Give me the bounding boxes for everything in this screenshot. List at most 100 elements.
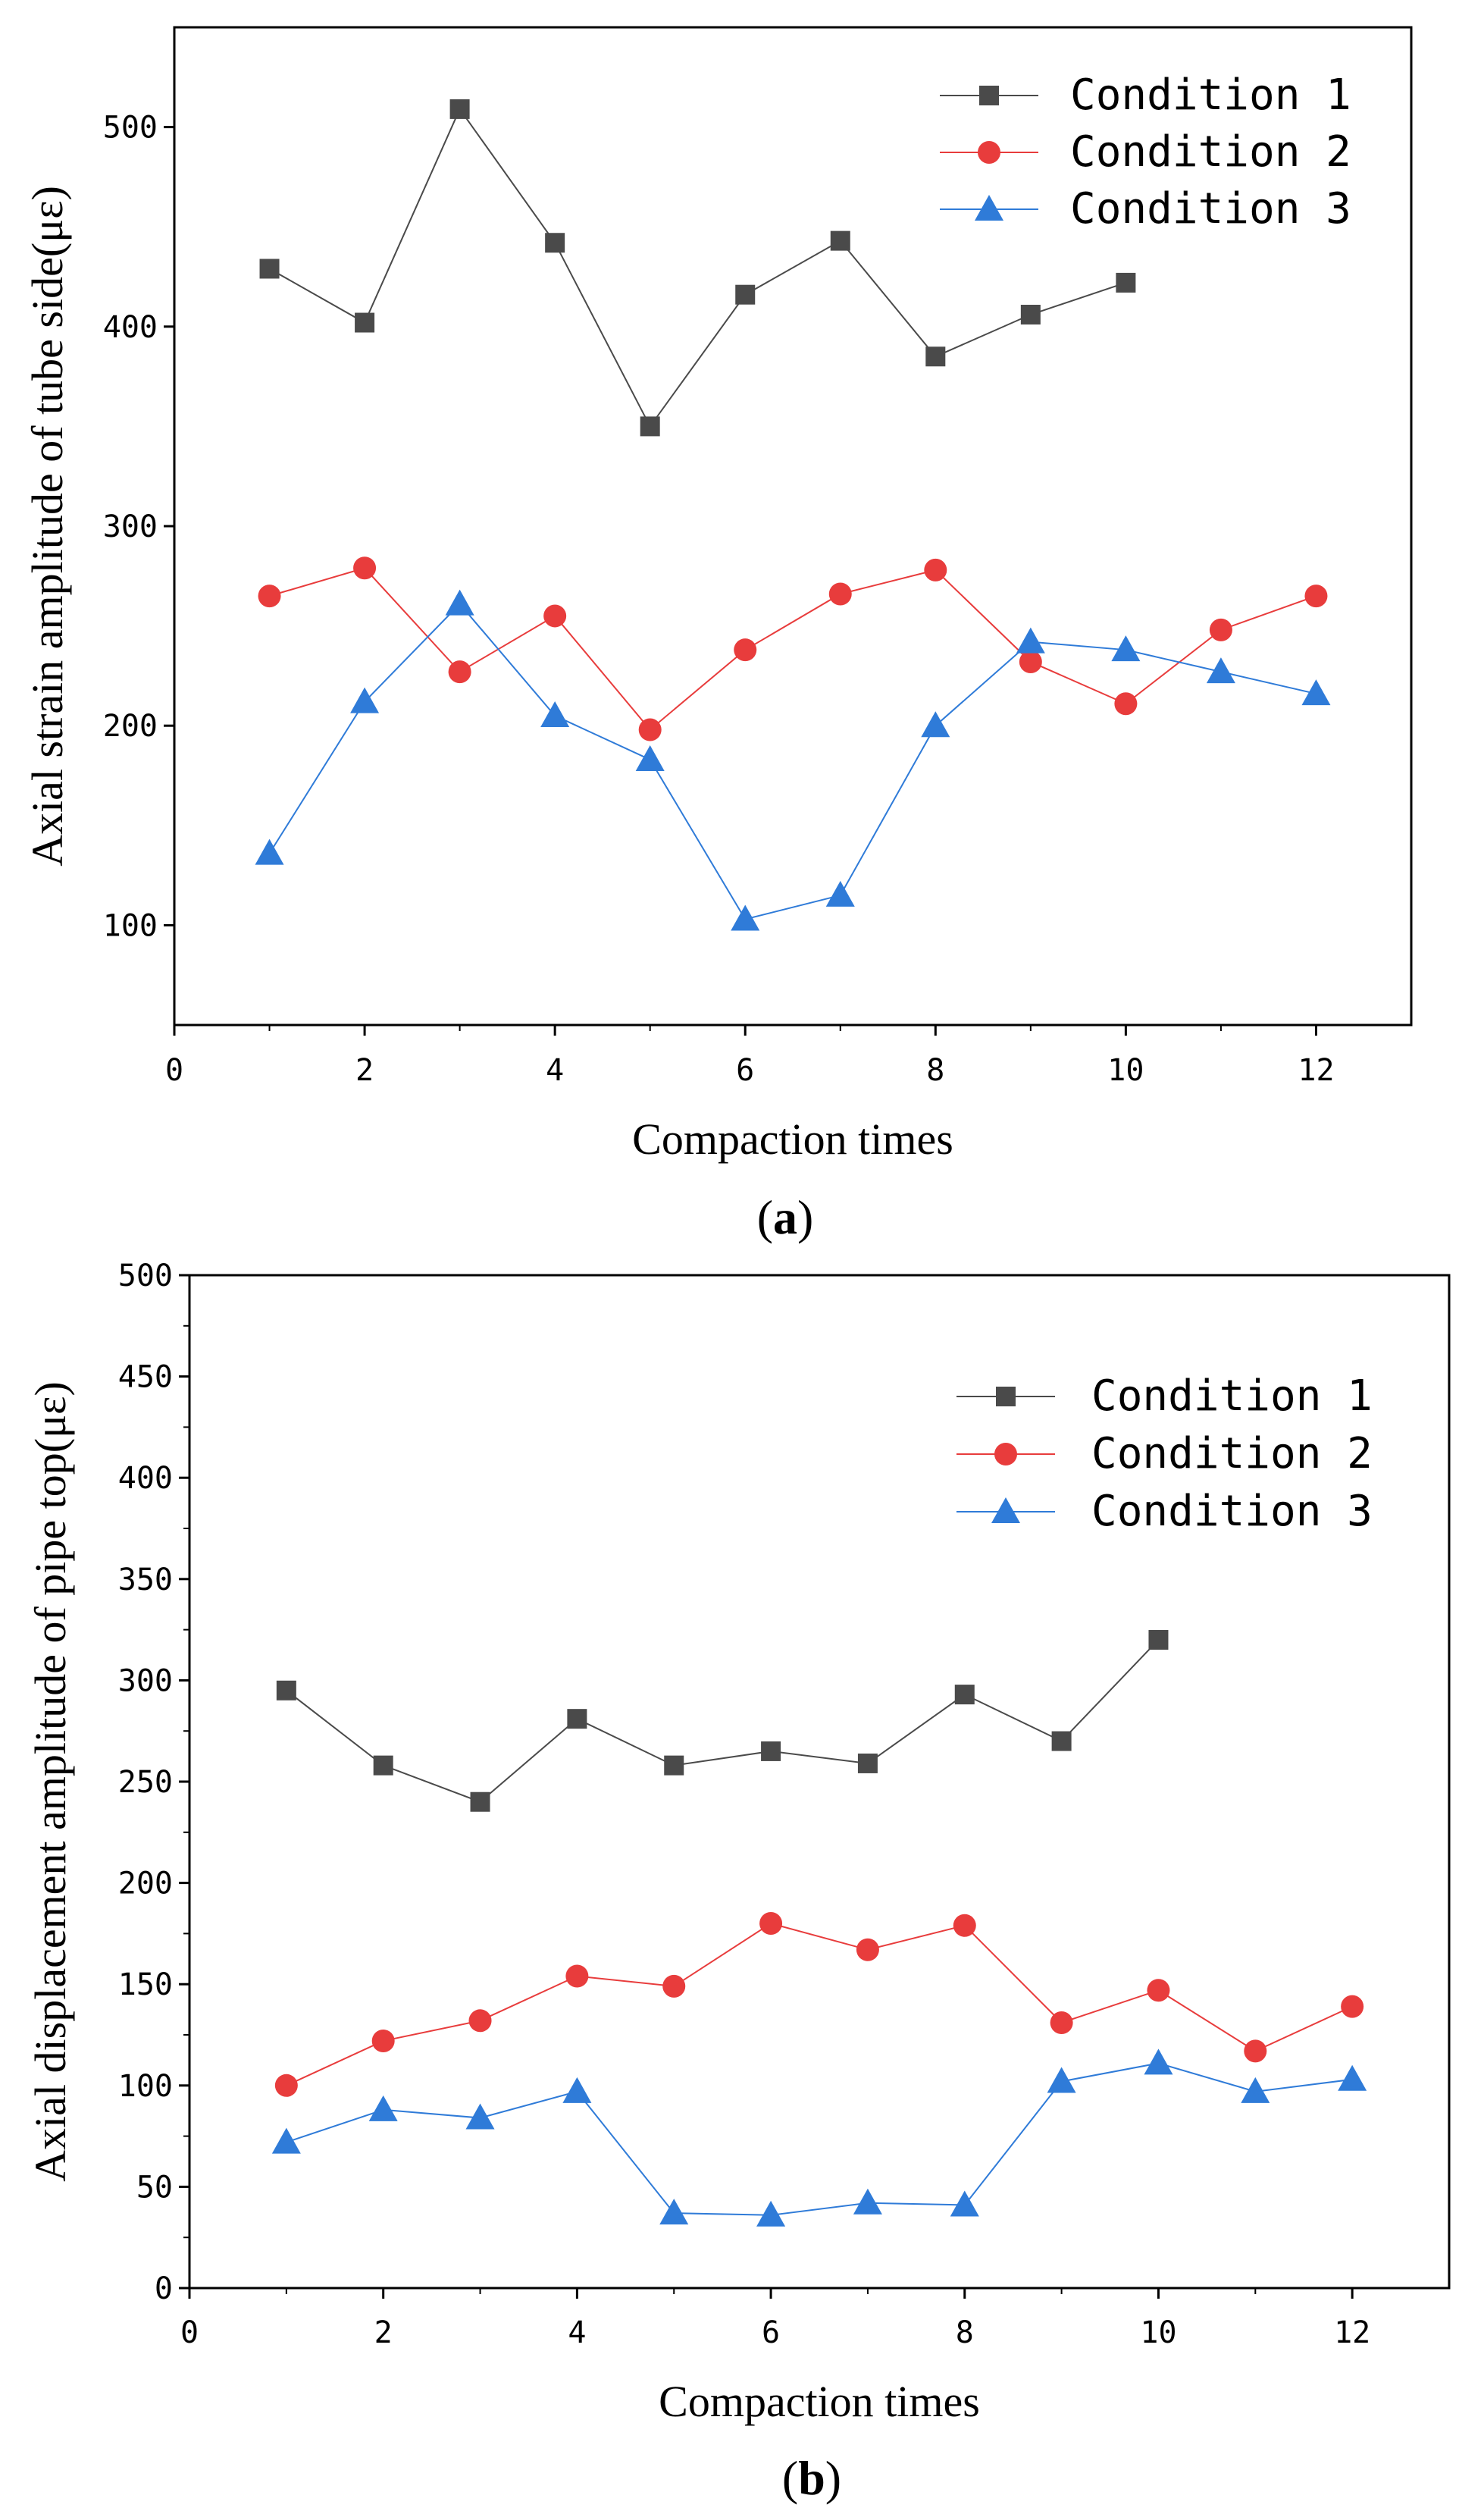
data-point	[258, 585, 281, 608]
data-point	[1147, 1979, 1170, 2002]
x-tick-label: 6	[736, 1053, 754, 1088]
y-tick-label: 400	[103, 310, 158, 345]
data-point	[635, 744, 665, 771]
y-tick-label: 200	[118, 1867, 173, 1901]
data-point	[825, 880, 855, 907]
y-tick-label: 250	[118, 1765, 173, 1800]
y-axis-title: Axial displacement amplitude of pipe top…	[26, 1381, 75, 2182]
data-point	[921, 711, 950, 738]
data-point	[545, 233, 565, 253]
data-point	[953, 1914, 976, 1937]
data-point	[856, 1938, 879, 1961]
data-point	[540, 701, 570, 728]
series-line	[286, 2062, 1353, 2216]
legend-marker	[991, 1497, 1020, 1523]
legend-marker	[979, 86, 999, 105]
data-point	[1241, 2077, 1270, 2103]
x-tick-label: 12	[1298, 1053, 1334, 1088]
data-point	[1111, 635, 1141, 662]
y-tick-label: 500	[103, 111, 158, 146]
data-point	[565, 1964, 589, 1988]
data-point	[1016, 627, 1045, 654]
plot-frame	[173, 26, 1413, 1027]
data-point	[274, 2074, 298, 2097]
data-point	[735, 284, 756, 305]
x-tick-label: 10	[1140, 2315, 1176, 2350]
y-tick-label: 0	[155, 2271, 173, 2306]
data-point	[259, 259, 280, 279]
chart-panel-a: 0 2 4 6 8 10 12 100 200 300 400 500 Compaction times…	[23, 26, 1413, 1244]
data-point	[830, 230, 850, 251]
y-axis-title: Axial strain amplitude of tube side(με)	[23, 186, 72, 867]
legend-marker	[975, 195, 1003, 221]
y-tick-label: 50	[136, 2170, 173, 2205]
legend-label: Condition 3	[1091, 1487, 1373, 1536]
data-point	[640, 416, 660, 437]
data-point	[731, 904, 760, 931]
data-point	[761, 1741, 781, 1761]
data-point	[368, 2095, 398, 2121]
x-tick-label: 4	[568, 2315, 586, 2350]
x-tick-label: 2	[355, 1053, 374, 1088]
series-line	[286, 1639, 1160, 1803]
y-tick-label: 300	[103, 509, 158, 544]
data-point	[828, 582, 852, 606]
legend-entry: Condition 1	[956, 1371, 1373, 1421]
data-point	[1206, 657, 1235, 684]
data-point	[1019, 650, 1042, 673]
series-line	[268, 603, 1317, 920]
data-point	[449, 99, 470, 119]
y-tick-label: 300	[118, 1663, 173, 1698]
legend-entry: Condition 2	[956, 1429, 1373, 1478]
data-point	[1244, 2039, 1267, 2063]
data-point	[255, 839, 284, 865]
data-point	[470, 1791, 490, 1812]
panel-label: (a)	[757, 1190, 814, 1244]
legend-label: Condition 1	[1070, 71, 1351, 120]
data-point	[756, 2200, 786, 2227]
x-tick-label: 6	[762, 2315, 780, 2350]
data-point	[448, 660, 471, 684]
x-tick-label: 2	[374, 2315, 393, 2350]
x-axis-title: Compaction times	[659, 2377, 980, 2426]
data-point	[1144, 2049, 1173, 2075]
data-point	[1116, 272, 1136, 293]
legend-label: Condition 3	[1070, 184, 1351, 234]
series-1	[276, 1629, 1169, 1812]
y-tick-label: 350	[118, 1563, 173, 1597]
data-point	[1020, 305, 1041, 325]
series-line	[269, 107, 1126, 428]
data-point	[1301, 679, 1331, 706]
data-point	[350, 687, 380, 713]
panel-label: (b)	[782, 2451, 841, 2505]
data-point	[1114, 692, 1138, 716]
series-2	[258, 556, 1328, 741]
legend-marker	[996, 1387, 1016, 1406]
data-point	[1148, 1629, 1169, 1650]
legend-label: Condition 2	[1070, 127, 1351, 177]
y-tick-label: 150	[118, 1967, 173, 2002]
series-2	[274, 1912, 1364, 2097]
series-line	[286, 1922, 1353, 2086]
y-tick-label: 500	[118, 1259, 173, 1293]
x-tick-label: 8	[926, 1053, 944, 1088]
legend-entry: Condition 1	[940, 71, 1351, 120]
data-point	[1338, 2064, 1367, 2091]
data-point	[371, 2030, 395, 2053]
data-point	[853, 2188, 882, 2215]
y-tick-label: 100	[118, 2069, 173, 2104]
x-tick-label: 10	[1107, 1053, 1144, 1088]
legend-entry: Condition 3	[956, 1487, 1373, 1536]
data-point	[276, 1680, 296, 1701]
data-point	[355, 312, 375, 333]
y-tick-label: 100	[103, 908, 158, 943]
series-line	[269, 567, 1317, 731]
data-point	[924, 558, 947, 581]
data-point	[445, 589, 474, 616]
data-point	[925, 346, 946, 367]
plot-frame	[188, 1274, 1451, 2290]
data-point	[659, 2199, 689, 2225]
legend-label: Condition 1	[1091, 1371, 1373, 1421]
y-tick-label: 400	[118, 1461, 173, 1496]
